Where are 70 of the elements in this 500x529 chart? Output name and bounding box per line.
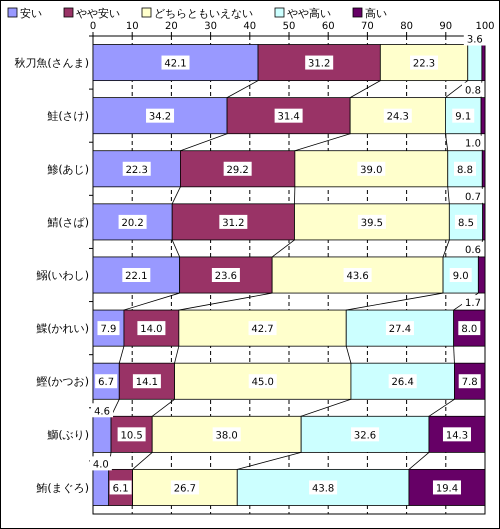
y-tick-label: 鯵(あじ) [47, 162, 89, 176]
data-label: 24.3 [386, 112, 409, 123]
data-label: 27.4 [388, 324, 412, 336]
data-label: 4.0 [92, 459, 109, 470]
data-label: 26.7 [174, 483, 196, 494]
data-label: 22.1 [125, 271, 148, 282]
data-label: 26.4 [392, 377, 414, 388]
data-label: 7.8 [462, 377, 478, 388]
y-tick-label: 秋刀魚(さんま) [14, 56, 89, 70]
y-tick-label: 鰹(かつお) [36, 375, 89, 388]
data-label: 34.2 [148, 112, 172, 123]
data-label: 39.5 [360, 218, 384, 229]
data-label: 45.0 [252, 377, 274, 388]
x-tick-label: 90 [439, 21, 452, 32]
data-label: 9.1 [455, 112, 472, 123]
data-label: 23.6 [214, 271, 238, 282]
x-tick-label: 0 [90, 21, 96, 32]
data-label: 1.0 [465, 138, 481, 150]
x-tick-label: 60 [322, 21, 335, 32]
legend-label: やや安い [76, 7, 120, 20]
y-tick-label: 鰤(ぶり) [47, 428, 89, 442]
x-tick-label: 20 [165, 21, 178, 32]
x-tick-label: 100 [475, 21, 495, 32]
data-label: 8.5 [458, 218, 474, 229]
y-tick-label: 鰯(いわし) [36, 269, 89, 282]
legend-label: どちらともいえない [154, 7, 253, 20]
data-label: 38.0 [216, 430, 238, 442]
x-tick-label: 50 [282, 21, 296, 32]
data-label: 4.6 [94, 406, 110, 418]
data-label: 20.2 [121, 218, 144, 229]
data-label: 0.7 [465, 192, 481, 203]
data-label: 6.1 [112, 483, 129, 494]
y-tick-label: 鮪(まぐろ) [36, 481, 89, 494]
data-label: 0.6 [465, 244, 481, 256]
legend-label: 安い [20, 7, 42, 20]
data-label: 6.7 [98, 377, 114, 388]
data-label: 42.1 [164, 58, 187, 70]
data-label: 14.1 [136, 377, 158, 388]
legend-label: やや高い [287, 7, 331, 20]
data-label: 19.4 [436, 483, 458, 494]
data-label: 31.2 [222, 218, 244, 229]
y-tick-label: 鰈(かれい) [36, 322, 89, 336]
x-tick-label: 40 [243, 21, 256, 32]
data-label: 14.3 [446, 430, 468, 442]
data-label: 43.8 [312, 483, 334, 494]
data-label: 31.2 [308, 58, 330, 70]
y-tick-label: 鯖(さば) [47, 216, 89, 229]
data-label: 3.6 [466, 34, 483, 46]
data-label: 8.8 [457, 164, 473, 176]
data-label: 29.2 [226, 164, 249, 176]
data-label: 8.0 [461, 324, 478, 336]
data-label: 14.0 [140, 324, 163, 336]
x-tick-label: 10 [126, 21, 139, 32]
data-label: 22.3 [412, 58, 436, 70]
data-label: 31.4 [277, 112, 300, 123]
x-tick-label: 70 [361, 21, 374, 32]
data-label: 0.8 [465, 86, 481, 97]
data-label: 9.0 [452, 271, 469, 282]
y-tick-label: 鮭(さけ) [47, 110, 89, 123]
data-label: 10.5 [120, 430, 143, 442]
data-label: 43.6 [346, 271, 369, 282]
data-label: 42.7 [251, 324, 274, 336]
x-tick-label: 80 [400, 21, 413, 32]
data-label: 39.0 [360, 164, 382, 176]
data-label: 7.9 [100, 324, 116, 336]
x-tick-label: 30 [204, 21, 217, 32]
legend-label: 高い [365, 7, 387, 20]
data-label: 32.6 [354, 430, 376, 442]
data-label: 1.7 [465, 298, 481, 310]
data-label: 22.3 [126, 164, 148, 176]
